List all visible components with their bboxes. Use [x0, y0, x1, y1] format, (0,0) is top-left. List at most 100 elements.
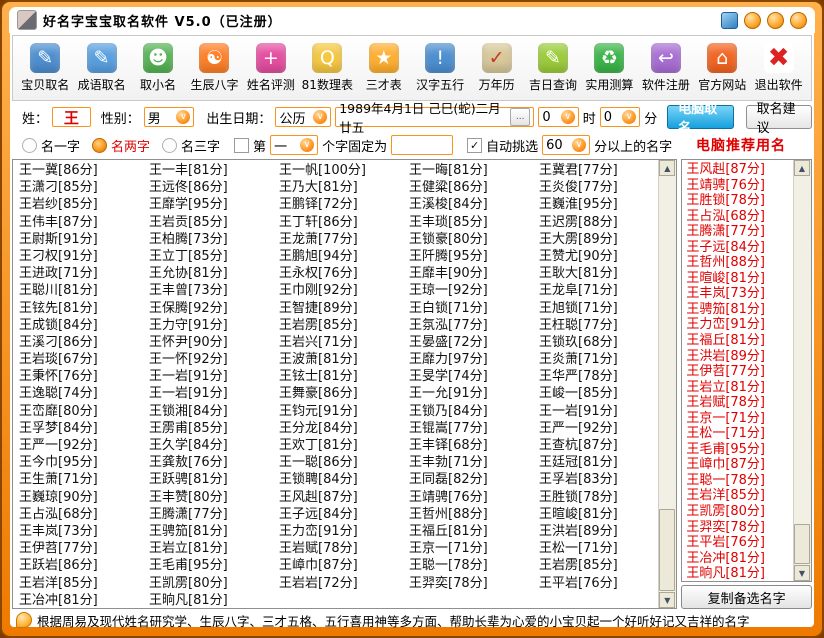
recommended-name-item[interactable]: 王冶冲[81分]	[686, 550, 765, 566]
recommended-name-item[interactable]: 王岩赋[78分]	[686, 395, 765, 411]
name-list-item[interactable]: 王靡力[97分]	[409, 352, 488, 368]
name-list-item[interactable]: 王岩立[81分]	[149, 541, 228, 557]
close-button[interactable]	[790, 11, 807, 29]
name-list-item[interactable]: 王跃骋[81分]	[149, 472, 228, 488]
toolbar-item-calendar[interactable]: ✓ 万年历	[469, 43, 525, 93]
name-list-item[interactable]: 王严一[92分]	[19, 438, 98, 453]
name-list-item[interactable]: 王成锁[84分]	[19, 317, 98, 333]
name-list-item[interactable]: 王鹏旭[94分]	[279, 248, 358, 264]
calendar-type-select[interactable]: 公历 ∨	[275, 107, 332, 127]
scrollbar-thumb[interactable]	[659, 509, 676, 591]
name-list-item[interactable]: 王丰琐[85分]	[409, 214, 488, 230]
toolbar-item-nickname[interactable]: ☻ 取小名	[130, 43, 186, 93]
name-list-item[interactable]: 王潇刁[85分]	[19, 180, 98, 196]
name-list-item[interactable]: 王刁权[91分]	[19, 248, 98, 264]
tray-widget-icon[interactable]	[721, 11, 738, 29]
name-list-item[interactable]: 王柏腾[73分]	[149, 231, 228, 247]
name-list-item[interactable]: 王一岩[91分]	[149, 369, 228, 385]
name-list-item[interactable]: 王一岩[91分]	[149, 386, 228, 402]
name-list-item[interactable]: 王岩雳[85分]	[539, 558, 618, 574]
name-list-item[interactable]: 王靡学[95分]	[149, 197, 228, 213]
toolbar-item-baby-naming[interactable]: ✎ 宝贝取名	[17, 43, 73, 93]
auto-pick-checkbox[interactable]: ✓	[467, 137, 483, 153]
name-list-item[interactable]: 王锁聘[84分]	[279, 472, 358, 488]
name-list-item[interactable]: 王聪川[81分]	[19, 283, 98, 299]
name-list-item[interactable]: 王冀君[77分]	[539, 163, 618, 178]
recommended-name-item[interactable]: 王嶂巾[87分]	[686, 457, 765, 473]
toolbar-item-exit[interactable]: ✖ 退出软件	[751, 43, 807, 93]
fixed-char-checkbox[interactable]	[234, 137, 250, 153]
scroll-down-icon[interactable]: ▼	[659, 592, 676, 608]
name-list-item[interactable]: 王琼一[92分]	[409, 283, 488, 299]
recommended-name-item[interactable]: 王平岩[76分]	[686, 535, 765, 551]
name-list-item[interactable]: 王暄峻[81分]	[539, 506, 618, 522]
name-list-item[interactable]: 王华严[78分]	[539, 369, 618, 385]
name-list-item[interactable]: 王龚敖[76分]	[149, 455, 228, 471]
name-list-item[interactable]: 王雳甫[85分]	[149, 420, 228, 436]
three-char-radio[interactable]	[162, 137, 178, 153]
toolbar-item-calculation[interactable]: ♻ 实用测算	[581, 43, 637, 93]
name-list-item[interactable]: 王久学[84分]	[149, 438, 228, 453]
name-list-item[interactable]: 王力守[91分]	[149, 317, 228, 333]
name-list-item[interactable]: 王锟嵩[77分]	[409, 420, 488, 436]
maximize-button[interactable]	[767, 11, 784, 29]
name-list-item[interactable]: 王铉先[81分]	[19, 300, 98, 316]
name-list-item[interactable]: 王枉聪[77分]	[539, 317, 618, 333]
chevron-down-icon[interactable]: ∨	[313, 110, 328, 124]
chevron-down-icon[interactable]: ∨	[572, 138, 587, 152]
name-list-item[interactable]: 王福丘[81分]	[409, 523, 488, 539]
copy-selected-names-button[interactable]: 复制备选名字	[681, 585, 812, 609]
name-list-item[interactable]: 王允协[81分]	[149, 266, 228, 282]
recommended-name-item[interactable]: 王晌凡[81分]	[686, 566, 765, 582]
name-list-item[interactable]: 王一丰[81分]	[149, 163, 228, 178]
name-list-item[interactable]: 王大雳[89分]	[539, 231, 618, 247]
minimize-button[interactable]	[744, 11, 761, 29]
recommended-name-item[interactable]: 王松一[71分]	[686, 426, 765, 442]
name-list-item[interactable]: 王铉士[81分]	[279, 369, 358, 385]
name-list-item[interactable]: 王舞豪[86分]	[279, 386, 358, 402]
date-picker-button[interactable]: ...	[510, 108, 531, 126]
name-list-item[interactable]: 王炎萧[71分]	[539, 352, 618, 368]
name-list-item[interactable]: 王巾刚[92分]	[279, 283, 358, 299]
recommended-name-item[interactable]: 王毛甫[95分]	[686, 441, 765, 457]
recommended-name-item[interactable]: 王暄峻[81分]	[686, 270, 765, 286]
name-list-item[interactable]: 王孚梦[84分]	[19, 420, 98, 436]
fixed-char-input[interactable]	[391, 135, 454, 155]
recommended-name-item[interactable]: 王京一[71分]	[686, 410, 765, 426]
name-list-item[interactable]: 王氛泓[77分]	[409, 317, 488, 333]
toolbar-item-website[interactable]: ⌂ 官方网站	[694, 43, 750, 93]
name-list-item[interactable]: 王晏盛[72分]	[409, 334, 488, 350]
name-list-item[interactable]: 王阡腾[95分]	[409, 248, 488, 264]
recommended-name-item[interactable]: 王风赳[87分]	[686, 162, 765, 177]
name-list-item[interactable]: 王巍琼[90分]	[19, 489, 98, 505]
recommended-name-item[interactable]: 王力峦[91分]	[686, 317, 765, 333]
name-list-item[interactable]: 王一帆[100分]	[279, 163, 366, 178]
name-list-item[interactable]: 王溪梭[84分]	[409, 197, 488, 213]
name-list-item[interactable]: 王岩赋[78分]	[279, 541, 358, 557]
name-list-item[interactable]: 王一岩[91分]	[539, 403, 618, 419]
naming-advice-button[interactable]: 取名建议	[745, 102, 813, 136]
recommended-name-item[interactable]: 王洪岩[89分]	[686, 348, 765, 364]
toolbar-item-bazi[interactable]: ☯ 生辰八字	[186, 43, 242, 93]
name-list-item[interactable]: 王松一[71分]	[539, 541, 618, 557]
name-list-item[interactable]: 王一允[91分]	[409, 386, 488, 402]
name-list-item[interactable]: 王同磊[82分]	[409, 472, 488, 488]
name-list-item[interactable]: 王健粱[86分]	[409, 180, 488, 196]
name-list-item[interactable]: 王腾潇[77分]	[149, 506, 228, 522]
name-list-item[interactable]: 王锁乃[84分]	[409, 403, 488, 419]
name-list-item[interactable]: 王嶂巾[87分]	[279, 558, 358, 574]
name-list-item[interactable]: 王怀尹[90分]	[149, 334, 228, 350]
gender-select[interactable]: 男 ∨	[143, 107, 195, 127]
toolbar-item-name-test[interactable]: + 姓名评测	[243, 43, 299, 93]
name-list-item[interactable]: 王炎俊[77分]	[539, 180, 618, 196]
name-list-item[interactable]: 王今巾[95分]	[19, 455, 98, 471]
name-list-item[interactable]: 王查杭[87分]	[539, 438, 618, 453]
name-list-item[interactable]: 王旻学[74分]	[409, 369, 488, 385]
toolbar-item-sancai[interactable]: ★ 三才表	[356, 43, 412, 93]
name-list-item[interactable]: 王智捷[89分]	[279, 300, 358, 316]
name-list-item[interactable]: 王一聪[86分]	[279, 455, 358, 471]
name-list-item[interactable]: 王聪一[78分]	[409, 558, 488, 574]
name-list-item[interactable]: 王廷冠[81分]	[539, 455, 618, 471]
name-list-item[interactable]: 王一怀[92分]	[149, 352, 228, 368]
recommended-name-item[interactable]: 王羿奕[78分]	[686, 519, 765, 535]
